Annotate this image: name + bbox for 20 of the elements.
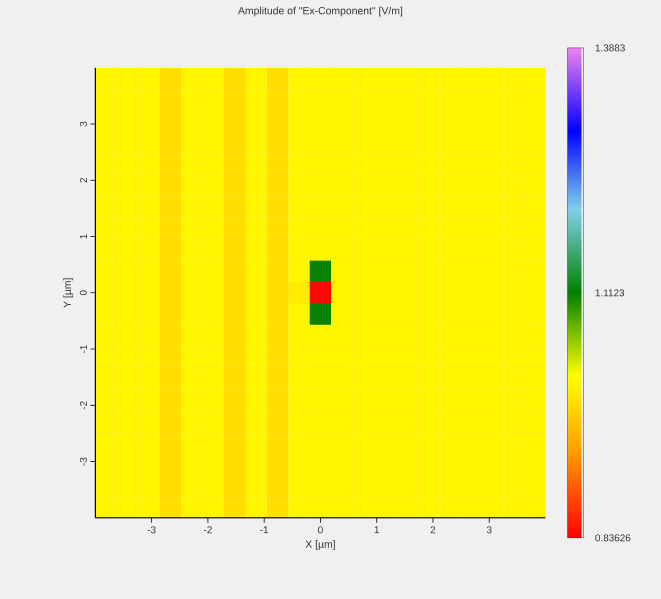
color-bar-label: 0.83626 — [595, 534, 630, 542]
x-axis-title: X [µm] — [306, 540, 335, 550]
x-tick-label: 2 — [430, 526, 436, 534]
x-tick-label: -1 — [260, 526, 268, 533]
x-tick-label: -3 — [148, 526, 156, 534]
y-tick-label: -3 — [80, 457, 87, 466]
y-tick-label: -2 — [80, 401, 87, 410]
color-bar-label: 1.3883 — [596, 44, 625, 52]
x-tick-label: -2 — [204, 526, 212, 534]
y-tick-label: 0 — [80, 290, 87, 295]
y-tick-label: -1 — [80, 344, 87, 353]
color-bar-label: 1.1123 — [596, 289, 624, 296]
y-tick-label: 1 — [80, 234, 87, 238]
x-tick-label: 3 — [486, 526, 492, 534]
y-axis-title: Y [µm] — [63, 278, 74, 308]
x-tick-label: 0 — [318, 526, 323, 534]
y-tick-label: 3 — [80, 121, 87, 126]
chart-title: Amplitude of "Ex-Component" [V/m] — [238, 6, 402, 16]
y-tick-label: 2 — [80, 178, 87, 182]
x-tick-label: 1 — [374, 526, 379, 533]
